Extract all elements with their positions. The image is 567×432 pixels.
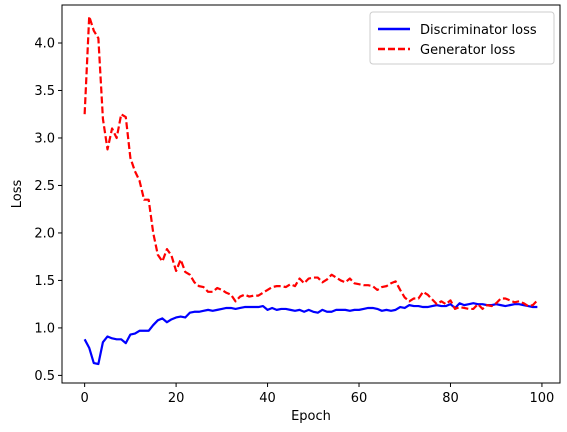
plot-frame [61, 4, 561, 384]
x-tick-label: 60 [351, 391, 368, 406]
y-tick-label: 3.5 [34, 84, 55, 99]
x-tick-label: 40 [259, 391, 276, 406]
x-tick-label: 100 [530, 391, 555, 406]
legend-label-discriminator: Discriminator loss [420, 23, 537, 38]
legend-box [369, 11, 555, 65]
y-tick-label: 1.0 [34, 321, 55, 336]
y-tick-label: 2.5 [34, 179, 55, 194]
x-axis-label: Epoch [291, 409, 331, 424]
series-line-discriminator [83, 302, 538, 366]
x-axis-ticks: 0 20 40 60 80 100 [80, 383, 554, 406]
y-tick-label: 4.0 [34, 36, 55, 51]
y-tick-label: 2.0 [34, 226, 55, 241]
y-tick-label: 1.5 [34, 274, 55, 289]
y-axis-label: Loss [10, 180, 25, 209]
legend: Discriminator loss Generator loss [369, 11, 555, 65]
y-axis-ticks: 0.5 1.0 1.5 2.0 2.5 3.0 3.5 4.0 [34, 36, 62, 384]
legend-label-generator: Generator loss [420, 43, 515, 58]
plot-background [62, 5, 560, 383]
x-tick-label: 80 [442, 391, 459, 406]
x-tick-label: 0 [80, 391, 88, 406]
x-tick-label: 20 [168, 391, 185, 406]
series-line-generator [83, 15, 539, 311]
series-layer [83, 15, 539, 366]
y-tick-label: 0.5 [34, 369, 55, 384]
y-tick-label: 3.0 [34, 131, 55, 146]
